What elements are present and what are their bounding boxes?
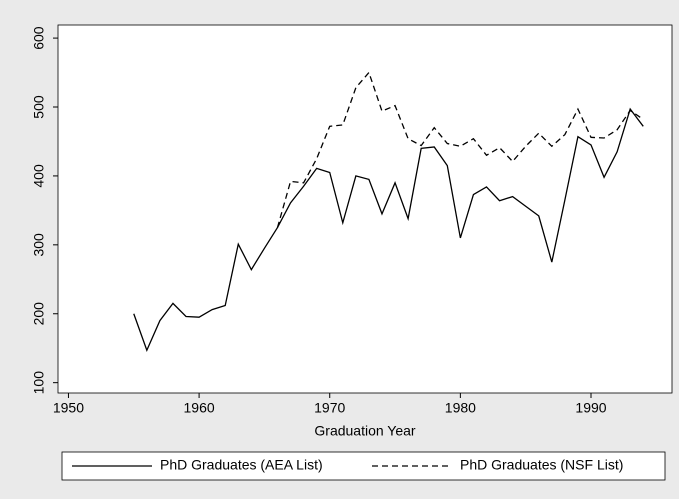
x-tick-label: 1950	[53, 400, 84, 416]
y-tick-label: 100	[31, 371, 47, 395]
series-line	[276, 71, 644, 228]
x-tick-label: 1980	[445, 400, 476, 416]
series-line	[133, 107, 644, 353]
y-tick-label: 400	[31, 164, 47, 188]
legend-label: PhD Graduates (NSF List)	[460, 457, 623, 473]
x-tick-label: 1990	[575, 400, 606, 416]
x-axis-title: Graduation Year	[314, 423, 416, 439]
y-tick-label: 500	[31, 95, 47, 119]
y-tick-label: 600	[31, 26, 47, 50]
y-tick-label: 300	[31, 233, 47, 257]
plot-area	[57, 24, 673, 394]
legend	[61, 451, 666, 481]
x-tick-label: 1970	[314, 400, 345, 416]
y-tick-label: 200	[31, 302, 47, 326]
legend-label: PhD Graduates (AEA List)	[160, 457, 323, 473]
x-tick-label: 1960	[184, 400, 215, 416]
